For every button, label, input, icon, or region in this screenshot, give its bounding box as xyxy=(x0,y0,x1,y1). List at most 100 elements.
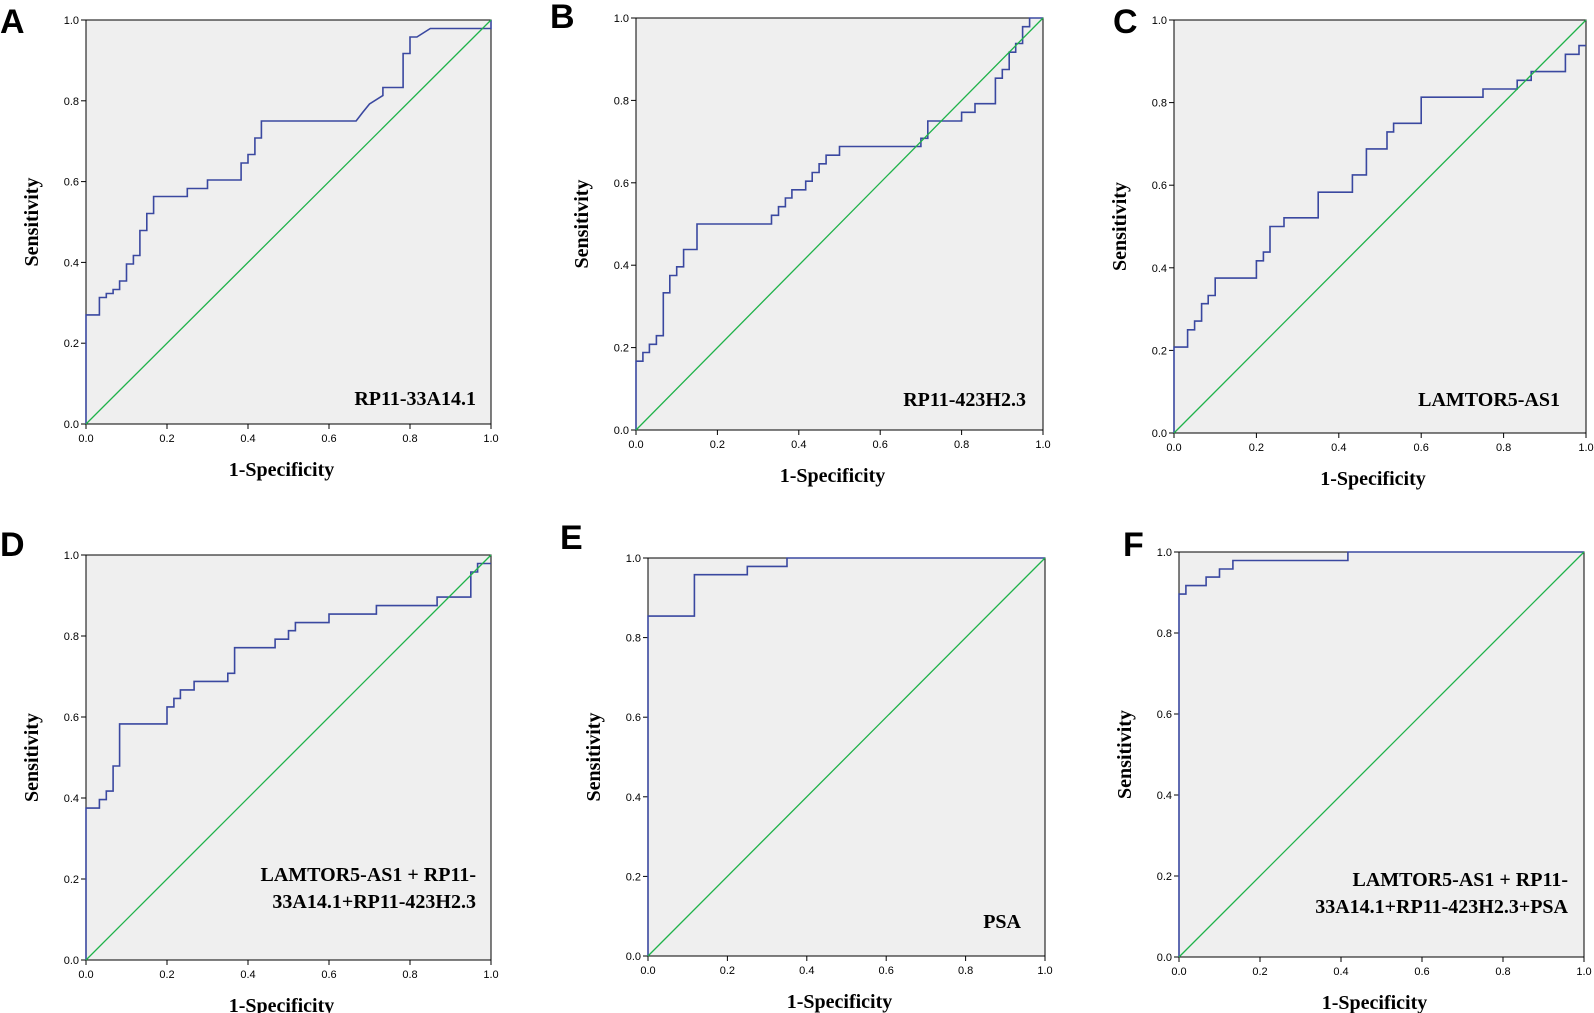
panel-annotation: LAMTOR5-AS1 + RP11- xyxy=(1353,869,1568,891)
x-tick-label: 0.8 xyxy=(958,965,973,977)
y-tick-label: 0.2 xyxy=(64,874,79,886)
x-tick-label: 0.8 xyxy=(954,439,969,451)
panel-letter: E xyxy=(560,519,583,557)
reference-line xyxy=(85,554,492,961)
y-tick-label: 0.6 xyxy=(626,712,641,724)
x-tick-label: 0.4 xyxy=(1331,442,1346,454)
x-tick-label: 0.4 xyxy=(791,439,806,451)
x-tick-label: 0.6 xyxy=(321,969,336,981)
roc-curve xyxy=(647,557,1045,956)
x-tick-label: 0.8 xyxy=(1496,442,1511,454)
panel-annotation: LAMTOR5-AS1 + RP11- xyxy=(261,864,476,886)
x-tick-label: 1.0 xyxy=(483,433,498,445)
x-tick-label: 0.6 xyxy=(1414,442,1429,454)
roc-curve xyxy=(1173,44,1586,433)
x-axis-title: 1-Specificity xyxy=(1322,992,1428,1013)
y-tick-label: 0.0 xyxy=(1157,952,1172,964)
reference-line xyxy=(1178,551,1585,958)
x-tick-label: 1.0 xyxy=(483,969,498,981)
panel-e: E 0.0 0.2 0.4 0.6 0.8 1.0 0.0 0.2 0.4 0.6 0.8 1.0 1-S… xyxy=(560,519,1053,1013)
x-tick-label: 0.4 xyxy=(799,965,814,977)
x-tick-label: 0.0 xyxy=(628,439,643,451)
roc-curve xyxy=(1178,551,1584,957)
panel-letter: C xyxy=(1113,3,1138,41)
y-tick-label: 0.6 xyxy=(64,177,79,189)
x-tick-label: 0.4 xyxy=(240,433,255,445)
y-axis-title: Sensitivity xyxy=(583,713,605,802)
x-tick-label: 0.2 xyxy=(159,433,174,445)
x-tick-label: 0.2 xyxy=(159,969,174,981)
x-tick-label: 0.0 xyxy=(640,965,655,977)
x-tick-label: 0.6 xyxy=(873,439,888,451)
roc-curve xyxy=(635,17,1043,430)
y-tick-label: 0.4 xyxy=(64,793,79,805)
panel-a: A 0.0 0.2 0.4 0.6 0.8 1.0 0.0 0.2 0.4 0.6 0.8 1.0 1-S… xyxy=(0,3,499,481)
y-tick-label: 0.4 xyxy=(614,260,629,272)
panel-c: C 0.0 0.2 0.4 0.6 0.8 1.0 0.0 0.2 0.4 0.6 0.8 1.0 1-S… xyxy=(1109,3,1594,490)
x-axis-title: 1-Specificity xyxy=(787,991,893,1013)
panel-d: D 0.0 0.2 0.4 0.6 0.8 1.0 0.0 0.2 0.4 0.6 0.8 1.0 1-S… xyxy=(0,526,499,1013)
reference-line xyxy=(635,17,1044,431)
x-tick-label: 0.2 xyxy=(710,439,725,451)
x-tick-label: 1.0 xyxy=(1578,442,1593,454)
x-tick-label: 0.0 xyxy=(1166,442,1181,454)
x-tick-label: 0.2 xyxy=(1252,966,1267,978)
y-tick-label: 1.0 xyxy=(626,553,641,565)
y-tick-label: 0.6 xyxy=(1157,709,1172,721)
x-tick-label: 1.0 xyxy=(1037,965,1052,977)
x-tick-label: 0.6 xyxy=(321,433,336,445)
x-axis-title: 1-Specificity xyxy=(229,459,335,481)
y-tick-label: 0.8 xyxy=(626,633,641,645)
y-tick-label: 1.0 xyxy=(64,550,79,562)
x-tick-label: 0.2 xyxy=(1249,442,1264,454)
y-tick-label: 0.4 xyxy=(1157,790,1172,802)
y-tick-label: 0.0 xyxy=(614,425,629,437)
y-tick-label: 0.6 xyxy=(1152,180,1167,192)
y-tick-label: 1.0 xyxy=(1152,15,1167,27)
y-axis-title: Sensitivity xyxy=(1114,710,1136,799)
reference-line xyxy=(85,19,492,425)
panel-letter: F xyxy=(1123,526,1144,564)
reference-line xyxy=(1173,19,1587,434)
panel-annotation: 33A14.1+RP11-423H2.3 xyxy=(272,891,476,913)
y-tick-label: 0.8 xyxy=(64,96,79,108)
panel-letter: B xyxy=(550,0,575,36)
panel-letter: D xyxy=(0,526,25,564)
y-tick-label: 0.6 xyxy=(64,712,79,724)
x-tick-label: 1.0 xyxy=(1035,439,1050,451)
y-tick-label: 1.0 xyxy=(64,15,79,27)
x-tick-label: 0.6 xyxy=(879,965,894,977)
x-tick-label: 1.0 xyxy=(1576,966,1591,978)
x-tick-label: 0.8 xyxy=(1495,966,1510,978)
panel-annotation: LAMTOR5-AS1 xyxy=(1418,389,1560,411)
x-tick-label: 0.4 xyxy=(1333,966,1348,978)
roc-curve xyxy=(85,20,492,424)
panel-annotation: 33A14.1+RP11-423H2.3+PSA xyxy=(1315,896,1568,918)
x-tick-label: 0.8 xyxy=(402,433,417,445)
panel-f: F 0.0 0.2 0.4 0.6 0.8 1.0 0.0 0.2 0.4 0.6 0.8 1.0 1-S… xyxy=(1114,526,1592,1013)
y-tick-label: 0.0 xyxy=(1152,428,1167,440)
y-tick-label: 0.4 xyxy=(626,792,641,804)
x-axis-title: 1-Specificity xyxy=(229,995,335,1013)
panel-letter: A xyxy=(0,3,25,41)
y-tick-label: 0.8 xyxy=(64,631,79,643)
y-tick-label: 1.0 xyxy=(1157,547,1172,559)
x-axis-title: 1-Specificity xyxy=(780,465,886,487)
x-tick-label: 0.2 xyxy=(720,965,735,977)
y-tick-label: 0.6 xyxy=(614,178,629,190)
y-tick-label: 0.2 xyxy=(1152,345,1167,357)
y-tick-label: 0.2 xyxy=(1157,871,1172,883)
y-tick-label: 0.2 xyxy=(626,871,641,883)
x-tick-label: 0.0 xyxy=(78,969,93,981)
y-tick-label: 0.8 xyxy=(614,95,629,107)
y-tick-label: 0.4 xyxy=(1152,263,1167,275)
x-tick-label: 0.0 xyxy=(78,433,93,445)
y-tick-label: 0.2 xyxy=(614,343,629,355)
y-axis-title: Sensitivity xyxy=(21,178,43,267)
y-tick-label: 0.0 xyxy=(64,419,79,431)
panel-annotation: RP11-33A14.1 xyxy=(354,388,476,410)
y-tick-label: 0.8 xyxy=(1152,98,1167,110)
y-axis-title: Sensitivity xyxy=(571,180,593,269)
y-tick-label: 0.0 xyxy=(64,955,79,967)
